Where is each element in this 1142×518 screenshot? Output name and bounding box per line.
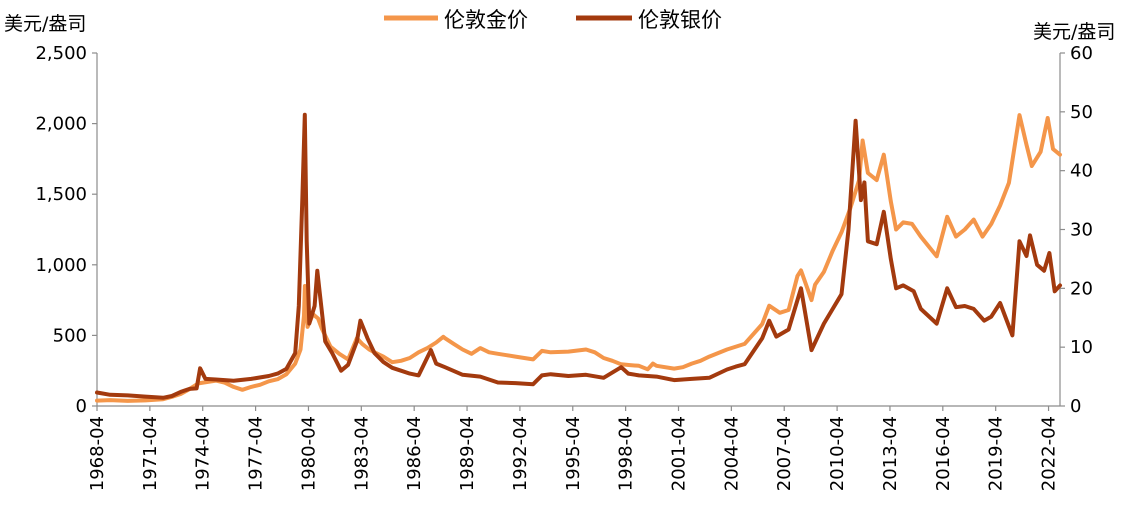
left-tick-label: 1,500 (35, 184, 87, 205)
x-tick-label: 1980-04 (298, 416, 319, 491)
x-tick-label: 1968-04 (87, 416, 108, 491)
x-tick-label: 1983-04 (351, 416, 372, 491)
left-tick-label: 500 (53, 325, 87, 346)
right-axis-unit-label: 美元/盎司 (1033, 21, 1115, 43)
x-tick-label: 2010-04 (827, 416, 848, 491)
x-tick-label: 2022-04 (1039, 416, 1060, 491)
x-tick-label: 2001-04 (669, 416, 690, 491)
right-tick-label: 40 (1070, 161, 1093, 182)
series-line-silver (95, 112, 1062, 400)
series-line-gold (95, 113, 1062, 403)
x-tick-label: 1974-04 (193, 416, 214, 491)
x-tick-label: 1995-04 (563, 416, 584, 491)
left-tick-label: 0 (76, 396, 87, 417)
x-tick-label: 2019-04 (986, 416, 1007, 491)
x-tick-label: 1977-04 (246, 416, 267, 491)
right-tick-label: 10 (1070, 337, 1093, 358)
legend-label-gold: 伦敦金价 (444, 8, 528, 32)
right-tick-label: 30 (1070, 220, 1093, 241)
right-tick-label: 0 (1070, 396, 1081, 417)
legend: 伦敦金价 伦敦银价 (384, 8, 722, 32)
left-tick-label: 2,500 (35, 43, 87, 64)
axes: 0 500 1,000 1,500 2,000 2,500 0 10 20 30 40 50 60 196… (35, 43, 1092, 491)
left-axis-unit-label: 美元/盎司 (4, 13, 86, 35)
right-tick-label: 20 (1070, 278, 1093, 299)
series-layer (95, 112, 1062, 403)
legend-label-silver: 伦敦银价 (638, 8, 722, 32)
x-tick-label: 1971-04 (140, 416, 161, 491)
x-tick-label: 1986-04 (404, 416, 425, 491)
right-tick-label: 50 (1070, 102, 1093, 123)
right-tick-label: 60 (1070, 43, 1093, 64)
x-tick-label: 2004-04 (721, 416, 742, 491)
x-tick-label: 2013-04 (880, 416, 901, 491)
x-tick-label: 1989-04 (457, 416, 478, 491)
left-tick-label: 2,000 (35, 114, 87, 135)
x-tick-label: 1998-04 (616, 416, 637, 491)
x-tick-label: 1992-04 (510, 416, 531, 491)
left-tick-label: 1,000 (35, 255, 87, 276)
x-tick-label: 2007-04 (774, 416, 795, 491)
x-tick-label: 2016-04 (933, 416, 954, 491)
